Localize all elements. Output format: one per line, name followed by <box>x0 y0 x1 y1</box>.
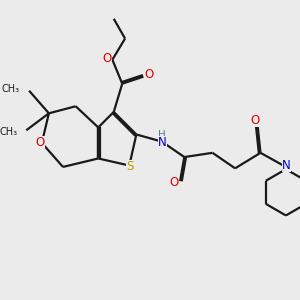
Text: H: H <box>158 130 166 140</box>
Text: O: O <box>250 114 260 127</box>
Text: N: N <box>158 136 167 149</box>
Text: S: S <box>126 160 134 173</box>
Text: O: O <box>36 136 45 149</box>
Text: O: O <box>103 52 112 65</box>
Text: CH₃: CH₃ <box>0 127 17 137</box>
Text: O: O <box>169 176 178 189</box>
Text: N: N <box>282 159 291 172</box>
Text: O: O <box>144 68 154 81</box>
Text: CH₃: CH₃ <box>2 84 20 94</box>
